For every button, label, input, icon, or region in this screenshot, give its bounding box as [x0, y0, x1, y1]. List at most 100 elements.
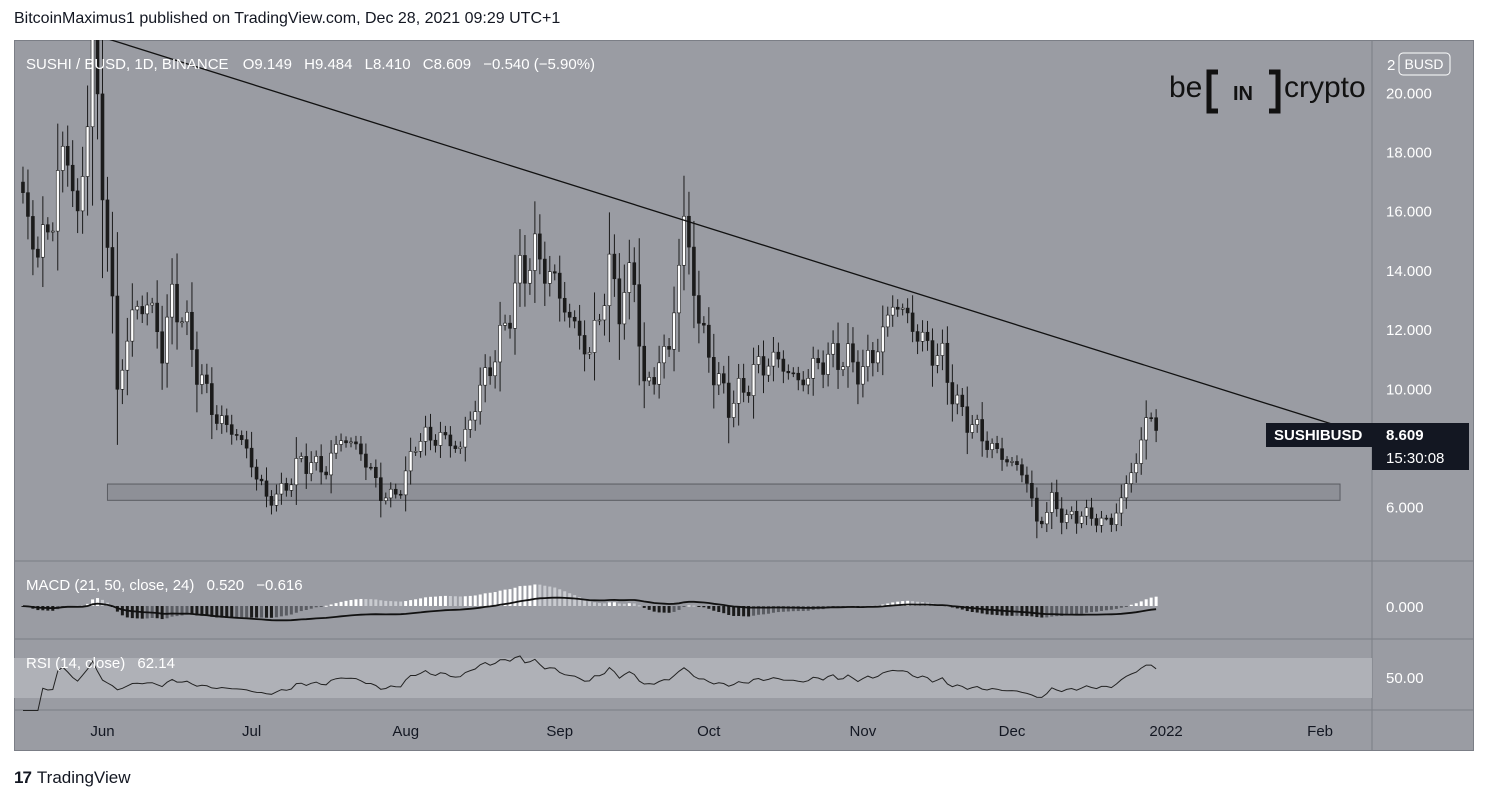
rsi-band — [14, 658, 1372, 698]
macd-bar — [732, 606, 736, 616]
macd-bar — [364, 599, 368, 606]
candle-up — [130, 309, 135, 342]
time-axis[interactable]: Jun Jul Aug Sep Oct Nov Dec 2022 Feb — [90, 723, 1333, 740]
candle-up — [766, 365, 771, 376]
price-tag-symbol-box — [1266, 423, 1372, 447]
macd-bar — [424, 597, 428, 606]
price-tick-label: 12.000 — [1386, 322, 1432, 339]
macd-bar — [1099, 606, 1103, 611]
macd-bar — [791, 606, 795, 612]
candle-up — [468, 419, 473, 430]
candle-down — [453, 445, 458, 449]
candle-down — [65, 145, 70, 166]
macd-bar — [538, 584, 542, 606]
candle-up — [677, 264, 681, 314]
price-axis[interactable]: 20.00018.00016.00014.00012.00010.0008.00… — [1386, 85, 1432, 516]
candle-up — [498, 325, 502, 363]
candle-down — [1035, 497, 1039, 522]
time-tick-label: Feb — [1307, 723, 1333, 740]
candle-up — [1119, 497, 1124, 514]
candle-up — [1010, 461, 1014, 463]
macd-bar — [1144, 599, 1148, 606]
currency-badge-box[interactable] — [1398, 52, 1451, 76]
candle-up — [672, 312, 676, 350]
macd-bar — [702, 606, 706, 608]
macd-bar — [677, 606, 681, 610]
candle-down — [1020, 464, 1024, 476]
candle-up — [339, 440, 343, 445]
candle-up — [289, 484, 294, 491]
candle-up — [811, 358, 816, 379]
candle-down — [632, 262, 637, 285]
trading-chart[interactable]: SUSHI / BUSD, 1D, BINANCE O9.149 H9.484 … — [14, 40, 1474, 751]
macd-bar — [379, 600, 383, 606]
macd-bar — [737, 606, 741, 616]
macd-bar — [339, 601, 343, 606]
macd-bar — [230, 606, 234, 618]
macd-bar — [1104, 606, 1108, 611]
macd-bar — [120, 606, 124, 616]
candle-down — [1040, 520, 1044, 525]
candle-down — [428, 426, 433, 441]
candle-up — [1069, 511, 1074, 515]
candle-up — [483, 367, 487, 386]
macd-bar — [205, 606, 209, 616]
candle-down — [319, 456, 323, 473]
candle-down — [980, 419, 984, 442]
candle-down — [304, 456, 309, 474]
macd-bar — [786, 606, 790, 612]
macd-bar — [409, 600, 413, 606]
candle-up — [60, 145, 65, 171]
candle-down — [871, 350, 875, 364]
price-tag[interactable]: SUSHIBUSD 8.609 15:30:08 — [1266, 423, 1469, 470]
macd-bar — [637, 605, 641, 607]
candle-up — [885, 314, 890, 328]
macd-bar — [329, 604, 333, 606]
macd-bar — [523, 585, 527, 606]
candle-down — [259, 478, 264, 482]
macd-bar — [438, 596, 442, 606]
macd-bar — [518, 586, 522, 606]
candle-up — [682, 215, 686, 266]
descending-trendline[interactable] — [93, 40, 1410, 450]
candle-up — [349, 441, 353, 444]
macd-bar — [771, 606, 775, 613]
candle-down — [1109, 517, 1114, 525]
candle-down — [269, 496, 274, 506]
macd-bar — [662, 606, 666, 613]
macd-bar — [752, 606, 756, 616]
candle-down — [642, 345, 647, 382]
macd-bar — [473, 595, 477, 606]
candle-down — [239, 435, 244, 440]
candle-down — [791, 372, 796, 375]
tradingview-logo-icon[interactable]: 17 — [14, 768, 32, 787]
candle-up — [533, 233, 537, 271]
candle-down — [324, 471, 328, 476]
macd-bar — [160, 606, 164, 620]
macd-bar — [478, 594, 482, 606]
candle-up — [592, 320, 597, 353]
macd-bar — [1020, 606, 1024, 616]
candle-up — [274, 493, 279, 506]
candle-down — [950, 382, 955, 405]
candle-up — [423, 426, 428, 442]
candle-up — [662, 346, 666, 364]
price-tick-label: 14.000 — [1386, 263, 1432, 280]
candle-down — [562, 297, 567, 313]
candle-up — [80, 176, 85, 212]
candle-down — [741, 378, 746, 393]
macd-bar — [384, 600, 388, 606]
macd-bar — [881, 604, 885, 606]
macd-bar — [911, 601, 915, 606]
macd-bar — [349, 599, 353, 606]
footer-brand[interactable]: TradingView — [36, 768, 131, 787]
price-tick-label: 6.000 — [1386, 500, 1424, 517]
macd-bar — [1080, 606, 1084, 614]
candle-up — [145, 304, 150, 315]
macd-bar — [498, 590, 502, 606]
change-value: −0.540 (−5.90%) — [483, 56, 595, 73]
price-tag-symbol: SUSHIBUSD — [1274, 427, 1363, 444]
candle-up — [657, 362, 661, 385]
candle-up — [403, 470, 408, 496]
candle-up — [478, 384, 483, 412]
